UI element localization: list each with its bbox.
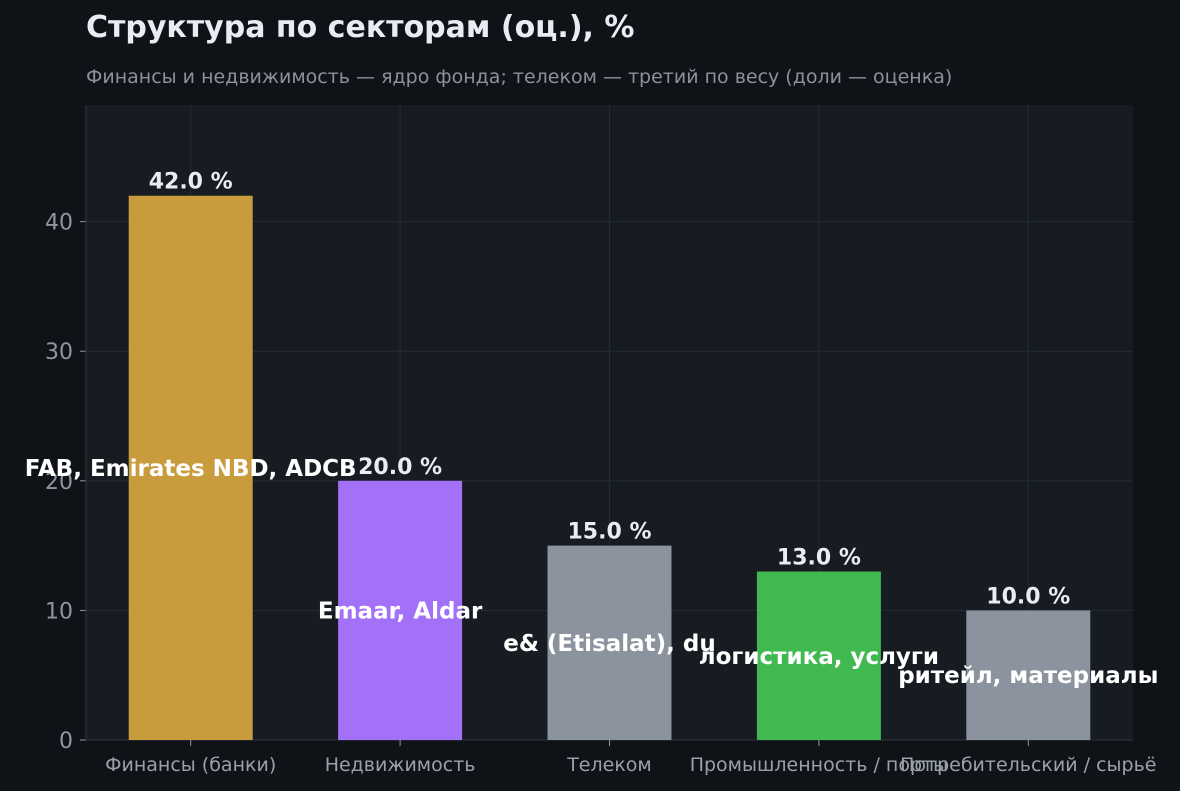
y-tick-label: 40: [45, 211, 73, 236]
bar-inner-label: e& (Etisalat), du: [503, 631, 715, 657]
bar: [338, 480, 463, 740]
bar-value-label: 20.0 %: [358, 455, 442, 480]
chart-title: Структура по секторам (оц.), %: [86, 10, 635, 45]
bar-inner-label: FAB, Emirates NBD, ADCB: [25, 456, 357, 482]
bar-value-label: 13.0 %: [777, 546, 861, 571]
bar: [966, 610, 1091, 740]
bar-value-label: 15.0 %: [568, 520, 652, 545]
y-tick-label: 0: [59, 729, 73, 754]
x-category-label: Телеком: [566, 754, 652, 776]
bar: [128, 195, 253, 740]
x-category-label: Потребительский / сырьё: [900, 754, 1156, 776]
y-tick-label: 30: [45, 340, 73, 365]
bar-inner-label: Emaar, Aldar: [318, 598, 483, 624]
bar-value-label: 42.0 %: [149, 170, 233, 195]
bar: [547, 545, 672, 740]
x-category-label: Финансы (банки): [105, 754, 276, 776]
bar-inner-label: ритейл, материалы: [898, 663, 1158, 689]
x-category-label: Недвижимость: [325, 754, 476, 776]
bar-value-label: 10.0 %: [986, 584, 1070, 609]
y-tick-label: 20: [45, 470, 73, 495]
chart-subtitle: Финансы и недвижимость — ядро фонда; тел…: [86, 66, 953, 88]
bar-inner-label: логистика, услуги: [699, 644, 939, 670]
x-category-label: Промышленность / порты: [690, 754, 948, 776]
y-tick-label: 10: [45, 599, 73, 624]
bar: [756, 571, 881, 740]
